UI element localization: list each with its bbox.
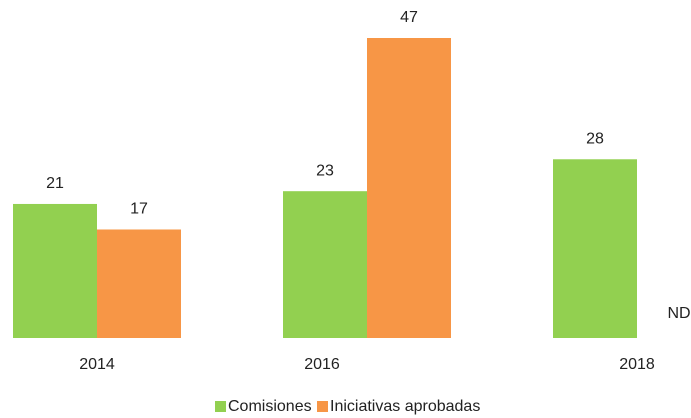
bar xyxy=(13,203,97,338)
bar xyxy=(553,159,637,338)
data-label: 47 xyxy=(400,9,418,26)
legend-swatch xyxy=(317,401,328,412)
data-label: 17 xyxy=(130,201,148,218)
legend-swatch xyxy=(215,401,226,412)
data-label: ND xyxy=(667,305,690,322)
data-label: 23 xyxy=(316,162,334,179)
legend-label: Iniciativas aprobadas xyxy=(330,398,480,415)
x-tick-label: 2018 xyxy=(619,356,655,373)
data-label: 28 xyxy=(586,130,604,147)
x-tick-label: 2014 xyxy=(79,356,115,373)
legend-label: Comisiones xyxy=(228,398,312,415)
bar xyxy=(367,38,451,338)
data-label: 21 xyxy=(46,175,64,192)
bar xyxy=(283,191,367,338)
x-tick-label: 2016 xyxy=(304,356,340,373)
bar xyxy=(97,229,181,338)
